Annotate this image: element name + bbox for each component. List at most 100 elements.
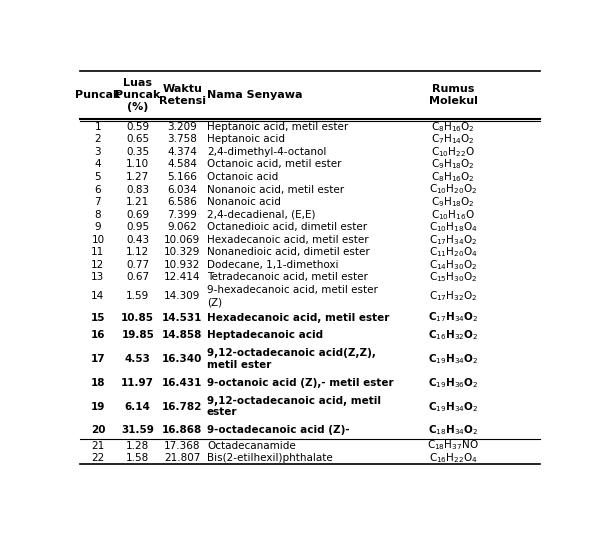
Text: C$_9$H$_{18}$O$_2$: C$_9$H$_{18}$O$_2$ — [431, 157, 475, 171]
Text: Puncak: Puncak — [75, 90, 120, 100]
Text: 0.69: 0.69 — [126, 209, 149, 220]
Text: 6.586: 6.586 — [168, 197, 197, 207]
Text: 16.431: 16.431 — [162, 378, 203, 388]
Text: 0.77: 0.77 — [126, 260, 149, 270]
Text: C$_8$H$_{16}$O$_2$: C$_8$H$_{16}$O$_2$ — [431, 120, 475, 134]
Text: 16.782: 16.782 — [162, 401, 203, 412]
Text: 17: 17 — [91, 354, 105, 364]
Text: 4.374: 4.374 — [168, 147, 197, 157]
Text: Luas
Puncak
(%): Luas Puncak (%) — [115, 77, 160, 113]
Text: 7.399: 7.399 — [168, 209, 197, 220]
Text: 13: 13 — [91, 272, 105, 282]
Text: 3: 3 — [94, 147, 101, 157]
Text: 2,4-decadienal, (E,E): 2,4-decadienal, (E,E) — [207, 209, 315, 220]
Text: 3.758: 3.758 — [168, 134, 197, 144]
Text: 3.209: 3.209 — [168, 122, 197, 132]
Text: Rumus
Molekul: Rumus Molekul — [428, 84, 477, 106]
Text: Nama Senyawa: Nama Senyawa — [207, 90, 302, 100]
Text: 0.35: 0.35 — [126, 147, 149, 157]
Text: C$_{19}$H$_{34}$O$_2$: C$_{19}$H$_{34}$O$_2$ — [428, 352, 478, 366]
Text: Tetradecanoic acid, metil ester: Tetradecanoic acid, metil ester — [207, 272, 368, 282]
Text: Octadecanamide: Octadecanamide — [207, 440, 296, 451]
Text: 19: 19 — [91, 401, 105, 412]
Text: 1.58: 1.58 — [126, 453, 149, 463]
Text: 1.27: 1.27 — [126, 172, 149, 182]
Text: C$_{18}$H$_{37}$NO: C$_{18}$H$_{37}$NO — [427, 439, 479, 452]
Text: C$_{14}$H$_{30}$O$_2$: C$_{14}$H$_{30}$O$_2$ — [429, 258, 477, 272]
Text: C$_{10}$H$_{20}$O$_2$: C$_{10}$H$_{20}$O$_2$ — [429, 183, 477, 196]
Text: C$_{17}$H$_{32}$O$_2$: C$_{17}$H$_{32}$O$_2$ — [429, 289, 477, 303]
Text: 10.329: 10.329 — [164, 247, 200, 258]
Text: 16.340: 16.340 — [162, 354, 203, 364]
Text: 21: 21 — [91, 440, 105, 451]
Text: 1.28: 1.28 — [126, 440, 149, 451]
Text: C$_{15}$H$_{30}$O$_2$: C$_{15}$H$_{30}$O$_2$ — [429, 270, 477, 284]
Text: 10.85: 10.85 — [121, 313, 154, 322]
Text: 10.932: 10.932 — [164, 260, 200, 270]
Text: 9-octadecanoic acid (Z)-: 9-octadecanoic acid (Z)- — [207, 425, 350, 436]
Text: 31.59: 31.59 — [122, 425, 154, 436]
Text: Waktu
Retensi: Waktu Retensi — [159, 84, 206, 106]
Text: 1.59: 1.59 — [126, 291, 149, 301]
Text: 10.069: 10.069 — [164, 235, 200, 245]
Text: 9,12-octadecanoic acid(Z,Z),
metil ester: 9,12-octadecanoic acid(Z,Z), metil ester — [207, 348, 376, 370]
Text: 6.14: 6.14 — [125, 401, 151, 412]
Text: 6: 6 — [94, 184, 101, 195]
Text: 2: 2 — [94, 134, 101, 144]
Text: 12: 12 — [91, 260, 105, 270]
Text: 14.531: 14.531 — [162, 313, 203, 322]
Text: 2,4-dimethyl-4-octanol: 2,4-dimethyl-4-octanol — [207, 147, 326, 157]
Text: 0.67: 0.67 — [126, 272, 149, 282]
Text: C$_{17}$H$_{34}$O$_2$: C$_{17}$H$_{34}$O$_2$ — [428, 311, 478, 325]
Text: 19.85: 19.85 — [122, 330, 154, 340]
Text: 10: 10 — [91, 235, 105, 245]
Text: 9: 9 — [94, 222, 101, 232]
Text: Hexadecanoic acid, metil ester: Hexadecanoic acid, metil ester — [207, 235, 368, 245]
Text: 11: 11 — [91, 247, 105, 258]
Text: C$_{16}$H$_{22}$O$_4$: C$_{16}$H$_{22}$O$_4$ — [429, 451, 477, 465]
Text: 1.12: 1.12 — [126, 247, 149, 258]
Text: 9-octanoic acid (Z),- metil ester: 9-octanoic acid (Z),- metil ester — [207, 378, 393, 388]
Text: 1: 1 — [94, 122, 101, 132]
Text: Octanoic acid, metil ester: Octanoic acid, metil ester — [207, 160, 341, 169]
Text: Hexadecanoic acid, metil ester: Hexadecanoic acid, metil ester — [207, 313, 389, 322]
Text: 14: 14 — [91, 291, 105, 301]
Text: Heptanoic acid: Heptanoic acid — [207, 134, 285, 144]
Text: 0.83: 0.83 — [126, 184, 149, 195]
Text: 17.368: 17.368 — [164, 440, 200, 451]
Text: 5.166: 5.166 — [168, 172, 197, 182]
Text: 18: 18 — [91, 378, 105, 388]
Text: 8: 8 — [94, 209, 101, 220]
Text: 6.034: 6.034 — [168, 184, 197, 195]
Text: Dodecane, 1,1-dimethoxi: Dodecane, 1,1-dimethoxi — [207, 260, 338, 270]
Text: 0.95: 0.95 — [126, 222, 149, 232]
Text: 4.584: 4.584 — [168, 160, 197, 169]
Text: 22: 22 — [91, 453, 105, 463]
Text: 12.414: 12.414 — [164, 272, 200, 282]
Text: 0.59: 0.59 — [126, 122, 149, 132]
Text: 14.858: 14.858 — [162, 330, 203, 340]
Text: Octanedioic acid, dimetil ester: Octanedioic acid, dimetil ester — [207, 222, 367, 232]
Text: 0.65: 0.65 — [126, 134, 149, 144]
Text: 1.10: 1.10 — [126, 160, 149, 169]
Text: Nonanedioic acid, dimetil ester: Nonanedioic acid, dimetil ester — [207, 247, 370, 258]
Text: Nonanoic acid, metil ester: Nonanoic acid, metil ester — [207, 184, 344, 195]
Text: C$_8$H$_{16}$O$_2$: C$_8$H$_{16}$O$_2$ — [431, 170, 475, 184]
Text: 20: 20 — [91, 425, 105, 436]
Text: 21.807: 21.807 — [164, 453, 200, 463]
Text: 9,12-octadecanoic acid, metil
ester: 9,12-octadecanoic acid, metil ester — [207, 396, 381, 418]
Text: 5: 5 — [94, 172, 101, 182]
Text: Heptadecanoic acid: Heptadecanoic acid — [207, 330, 323, 340]
Text: C$_{16}$H$_{32}$O$_2$: C$_{16}$H$_{32}$O$_2$ — [428, 328, 478, 342]
Text: C$_{10}$H$_{22}$O: C$_{10}$H$_{22}$O — [431, 145, 475, 159]
Text: C$_9$H$_{18}$O$_2$: C$_9$H$_{18}$O$_2$ — [431, 195, 475, 209]
Text: 16.868: 16.868 — [162, 425, 203, 436]
Text: Nonanoic acid: Nonanoic acid — [207, 197, 281, 207]
Text: 15: 15 — [91, 313, 105, 322]
Text: C$_{11}$H$_{20}$O$_4$: C$_{11}$H$_{20}$O$_4$ — [429, 246, 477, 259]
Text: 16: 16 — [91, 330, 105, 340]
Text: Octanoic acid: Octanoic acid — [207, 172, 278, 182]
Text: 9-hexadecanoic acid, metil ester
(Z): 9-hexadecanoic acid, metil ester (Z) — [207, 286, 378, 307]
Text: C$_{10}$H$_{16}$O: C$_{10}$H$_{16}$O — [431, 208, 475, 221]
Text: Heptanoic acid, metil ester: Heptanoic acid, metil ester — [207, 122, 348, 132]
